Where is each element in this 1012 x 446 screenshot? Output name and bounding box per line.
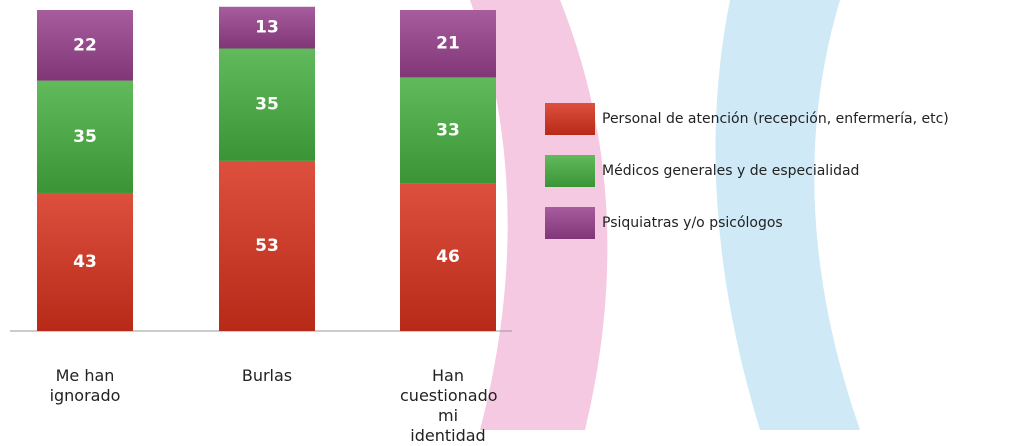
bar-shade bbox=[400, 183, 496, 331]
chart: 43 35 22 53 35 13 46 33 21 Personal de atención (… bbox=[10, 0, 949, 430]
value-label: 43 bbox=[73, 252, 97, 272]
bar-shade bbox=[400, 77, 496, 184]
bar-shade bbox=[37, 80, 133, 193]
page: 43 35 22 53 35 13 46 33 21 Personal de atención (… bbox=[10, 0, 949, 445]
decor-band bbox=[715, 0, 860, 430]
value-label: 33 bbox=[436, 120, 460, 140]
bar-shade bbox=[219, 6, 315, 49]
legend-label: Médicos generales y de especialidad bbox=[602, 163, 859, 179]
value-label: 13 bbox=[255, 18, 279, 38]
value-label: 22 bbox=[73, 35, 97, 55]
value-label: 35 bbox=[73, 127, 97, 147]
legend-shade bbox=[545, 155, 595, 187]
value-label: 53 bbox=[255, 236, 279, 256]
legend-label: Personal de atención (recepción, enferme… bbox=[602, 111, 949, 127]
x-tick-label: Han cuestionado mi identidad bbox=[400, 366, 498, 445]
legend-shade bbox=[545, 103, 595, 135]
bar-shade bbox=[37, 192, 133, 331]
legend-shade bbox=[545, 207, 595, 239]
bar-shade bbox=[219, 160, 315, 331]
value-label: 35 bbox=[255, 95, 279, 115]
value-label: 46 bbox=[436, 247, 460, 267]
value-label: 21 bbox=[436, 34, 460, 54]
bar-shade bbox=[400, 10, 496, 78]
x-tick-label: Burlas bbox=[241, 366, 293, 385]
legend-label: Psiquiatras y/o psicólogos bbox=[602, 215, 783, 231]
bar-shade bbox=[219, 48, 315, 161]
bar-shade bbox=[37, 10, 133, 81]
x-tick-label: Me han ignorado bbox=[49, 366, 121, 405]
